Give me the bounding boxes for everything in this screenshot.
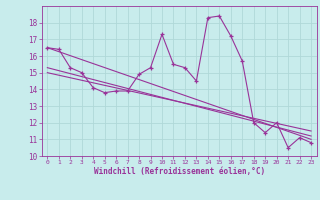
X-axis label: Windchill (Refroidissement éolien,°C): Windchill (Refroidissement éolien,°C) xyxy=(94,167,265,176)
